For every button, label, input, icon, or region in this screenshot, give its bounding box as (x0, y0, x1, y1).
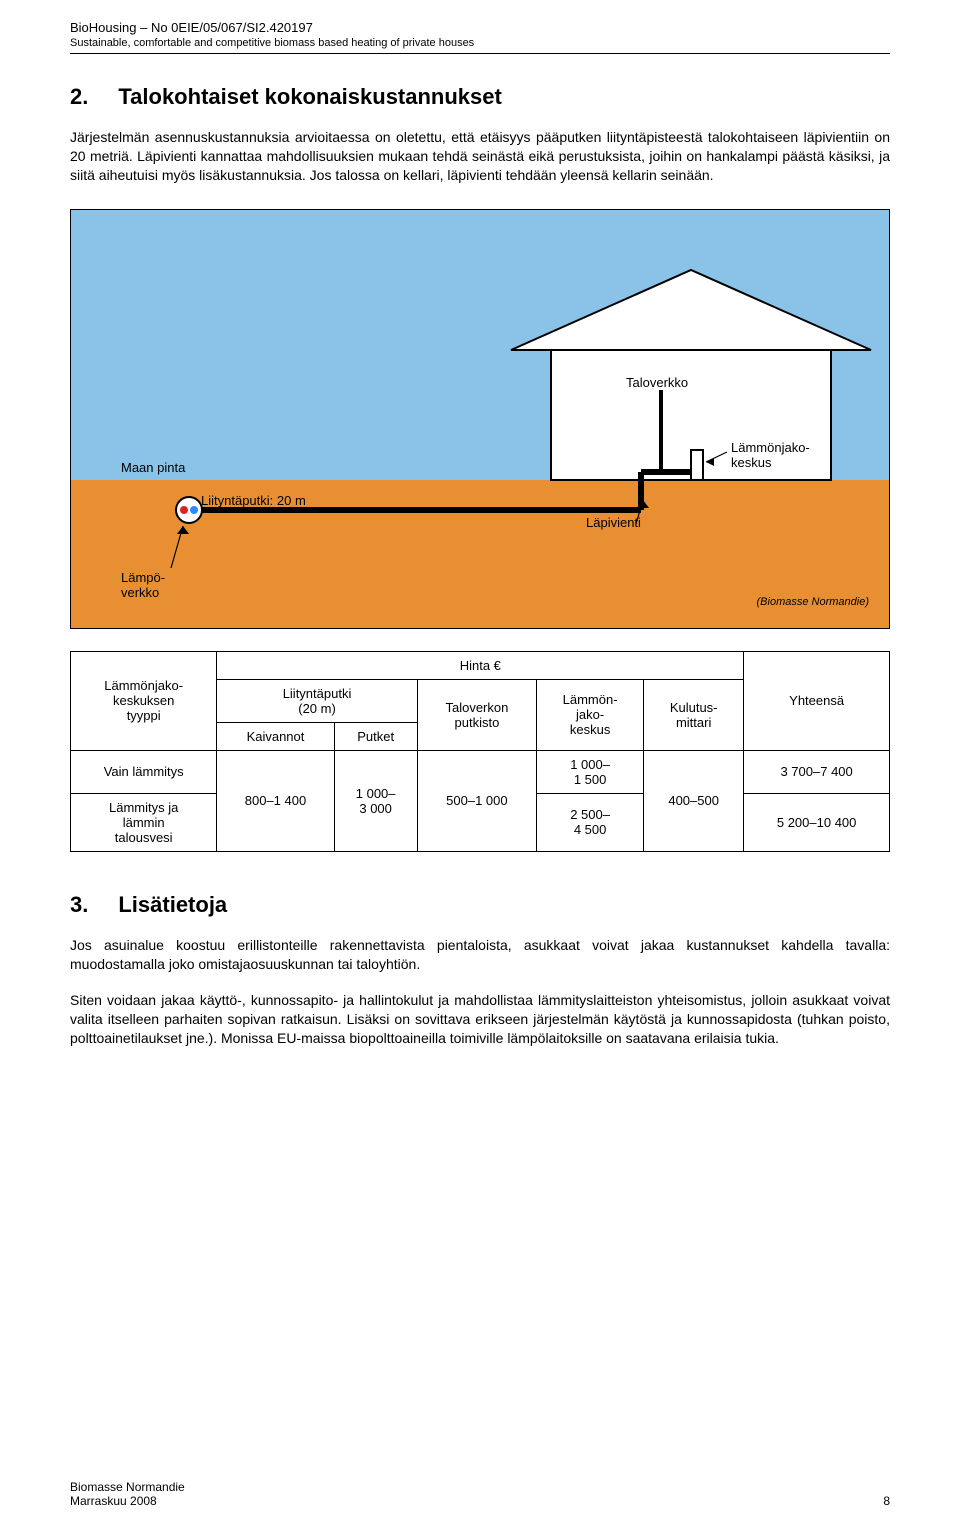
cell-putket-text: 1 000–3 000 (356, 786, 396, 816)
label-ljk-2: keskus (731, 455, 771, 470)
footer-left: Biomasse Normandie Marraskuu 2008 (70, 1480, 185, 1508)
label-lampo-1: Lämpö- (121, 570, 165, 585)
house-connection-diagram: Taloverkko Maan pinta Liityntäputki: 20 … (70, 209, 890, 629)
col-type-text: Lämmönjako-keskuksentyyppi (104, 678, 183, 723)
cell-putket: 1 000–3 000 (334, 750, 417, 851)
col-total: Yhteensä (744, 651, 890, 750)
label-ljk-1: Lämmönjako- (731, 440, 810, 455)
row-vain-lammitys: Vain lämmitys (71, 750, 217, 793)
cost-table: Lämmönjako-keskuksentyyppi Hinta € Yhtee… (70, 651, 890, 852)
cell-total-2: 5 200–10 400 (744, 793, 890, 851)
label-maan-pinta: Maan pinta (121, 460, 185, 475)
col-kulutus: Kulutus-mittari (644, 679, 744, 750)
col-type: Lämmönjako-keskuksentyyppi (71, 651, 217, 750)
label-lapivienti: Läpivienti (586, 515, 641, 530)
section-3-para-1: Jos asuinalue koostuu erillistonteille r… (70, 936, 890, 974)
section-2-num: 2. (70, 84, 88, 110)
header-title: BioHousing – No 0EIE/05/067/SI2.420197 (70, 20, 890, 35)
cell-ljk1-text: 1 000–1 500 (570, 757, 610, 787)
col-taloverkko: Taloverkonputkisto (417, 679, 536, 750)
footer-date: Marraskuu 2008 (70, 1494, 185, 1508)
col-liitynta: Liityntäputki(20 m) (217, 679, 417, 722)
table-row: Lämmönjako-keskuksentyyppi Hinta € Yhtee… (71, 651, 890, 679)
col-liitynta-text: Liityntäputki(20 m) (283, 686, 352, 716)
label-lampo-2: verkko (121, 585, 159, 600)
section-3-title: Lisätietoja (118, 892, 227, 918)
row-lammitys-talousvesi: Lämmitys jalämmintalousvesi (71, 793, 217, 851)
section-2-title: Talokohtaiset kokonaiskustannukset (118, 84, 501, 110)
cell-total-1: 3 700–7 400 (744, 750, 890, 793)
section-2-para: Järjestelmän asennuskustannuksia arvioit… (70, 128, 890, 185)
cell-ljk2-text: 2 500–4 500 (570, 807, 610, 837)
doc-header: BioHousing – No 0EIE/05/067/SI2.420197 S… (70, 20, 890, 54)
col-ljk-text: Lämmön-jako-keskus (563, 692, 618, 737)
diagram-credit: (Biomasse Normandie) (757, 596, 869, 608)
diagram-svg (71, 210, 890, 629)
cell-kulutus: 400–500 (644, 750, 744, 851)
header-rule (70, 53, 890, 54)
cell-kaivannot: 800–1 400 (217, 750, 334, 851)
header-subtitle: Sustainable, comfortable and competitive… (70, 37, 890, 49)
cell-ljk-2: 2 500–4 500 (537, 793, 644, 851)
col-kaivannot: Kaivannot (217, 722, 334, 750)
col-price: Hinta € (217, 651, 744, 679)
table-row: Vain lämmitys 800–1 400 1 000–3 000 500–… (71, 750, 890, 793)
page-footer: Biomasse Normandie Marraskuu 2008 8 (70, 1480, 890, 1508)
section-3-num: 3. (70, 892, 88, 918)
label-liityntaputki: Liityntäputki: 20 m (201, 493, 306, 508)
col-kulutus-text: Kulutus-mittari (670, 700, 718, 730)
section-2-heading: 2. Talokohtaiset kokonaiskustannukset (70, 84, 890, 110)
col-putket: Putket (334, 722, 417, 750)
row2-text: Lämmitys jalämmintalousvesi (109, 800, 178, 845)
cell-ljk-1: 1 000–1 500 (537, 750, 644, 793)
col-ljk: Lämmön-jako-keskus (537, 679, 644, 750)
label-taloverkko: Taloverkko (626, 375, 688, 390)
section-3-para-2: Siten voidaan jakaa käyttö-, kunnossapit… (70, 991, 890, 1048)
footer-org: Biomasse Normandie (70, 1480, 185, 1494)
section-3-heading: 3. Lisätietoja (70, 892, 890, 918)
cell-taloverkko: 500–1 000 (417, 750, 536, 851)
footer-page-num: 8 (883, 1494, 890, 1508)
col-total-text: Yhteensä (789, 693, 844, 708)
col-taloverkko-text: Taloverkonputkisto (445, 700, 508, 730)
